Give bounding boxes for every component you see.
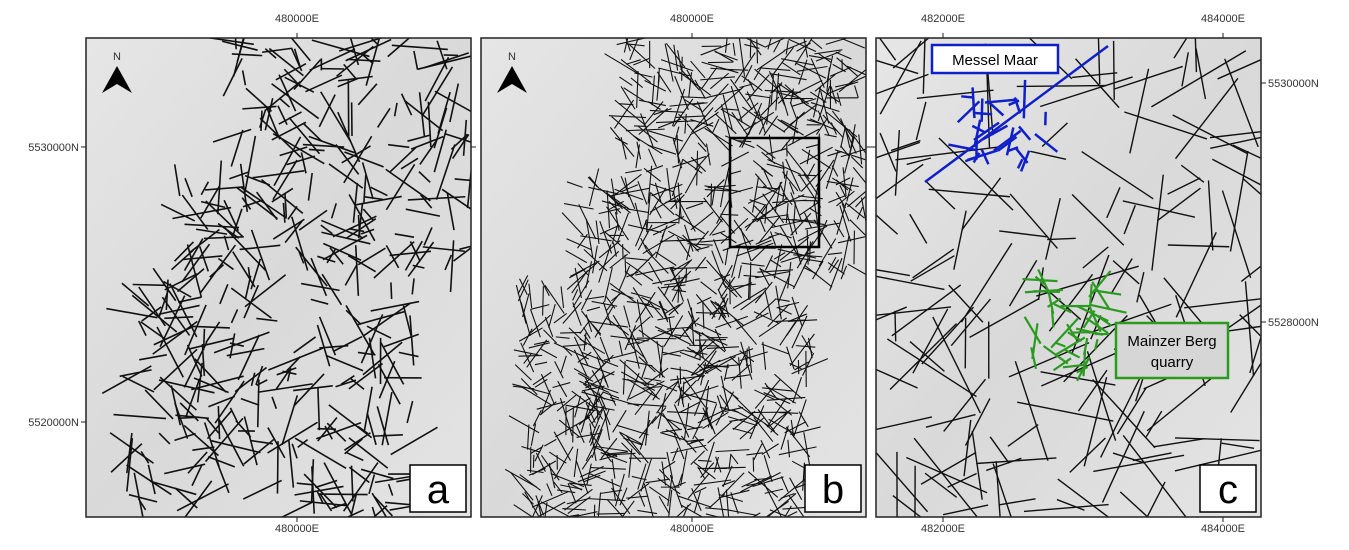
lineament [444,55,458,56]
lineament [277,441,278,494]
lineament [1017,86,1106,87]
lineament [1024,80,1025,118]
map-background [481,38,866,517]
lineament [682,57,683,81]
lineament [560,332,581,333]
top-tick-label: 480000E [275,13,319,25]
lineament [1114,41,1115,100]
bottom-tick-label: 480000E [275,523,319,535]
panel-letter: a [427,468,450,512]
lineament [757,39,758,63]
lineament [895,311,896,341]
left-tick-label: 5530000N [28,142,79,154]
lineament [261,111,262,131]
north-label: N [508,51,516,63]
lineament [973,113,992,114]
panel-letter: c [1218,468,1238,512]
lineament [961,96,973,97]
lineament [689,345,719,346]
panel-letter: b [822,468,844,512]
lineament [391,282,392,299]
lineament [1033,291,1060,292]
top-tick-label: 484000E [1201,13,1245,25]
north-label: N [113,51,121,63]
lineament [982,99,983,122]
lineament [597,513,625,514]
lineament [700,332,701,360]
lineament [518,355,542,356]
lineament [637,338,676,339]
lineament [573,408,574,442]
lineament [317,429,336,430]
top-tick-label: 480000E [670,13,714,25]
lineament [309,149,325,150]
left-tick-label: 5520000N [28,417,79,429]
lineament [695,340,726,341]
lineament [133,284,166,285]
lineament [258,380,259,428]
figure: Na 480000E 480000E 5530000N 5520000N Nb 480000… [0,0,1349,545]
bottom-tick-label: 482000E [921,523,965,535]
lineament [1090,284,1091,305]
annotation: Mainzer Berg [1127,333,1216,350]
top-tick-label: 482000E [921,13,965,25]
annotation: Messel Maar [952,52,1038,69]
map-background [876,38,1261,517]
lineament [543,286,544,315]
right-tick-label: 5528000N [1268,317,1319,329]
bottom-tick-label: 484000E [1201,523,1245,535]
right-tick-label: 5530000N [1268,78,1319,90]
bottom-tick-label: 480000E [670,523,714,535]
annotation: quarry [1151,354,1194,371]
